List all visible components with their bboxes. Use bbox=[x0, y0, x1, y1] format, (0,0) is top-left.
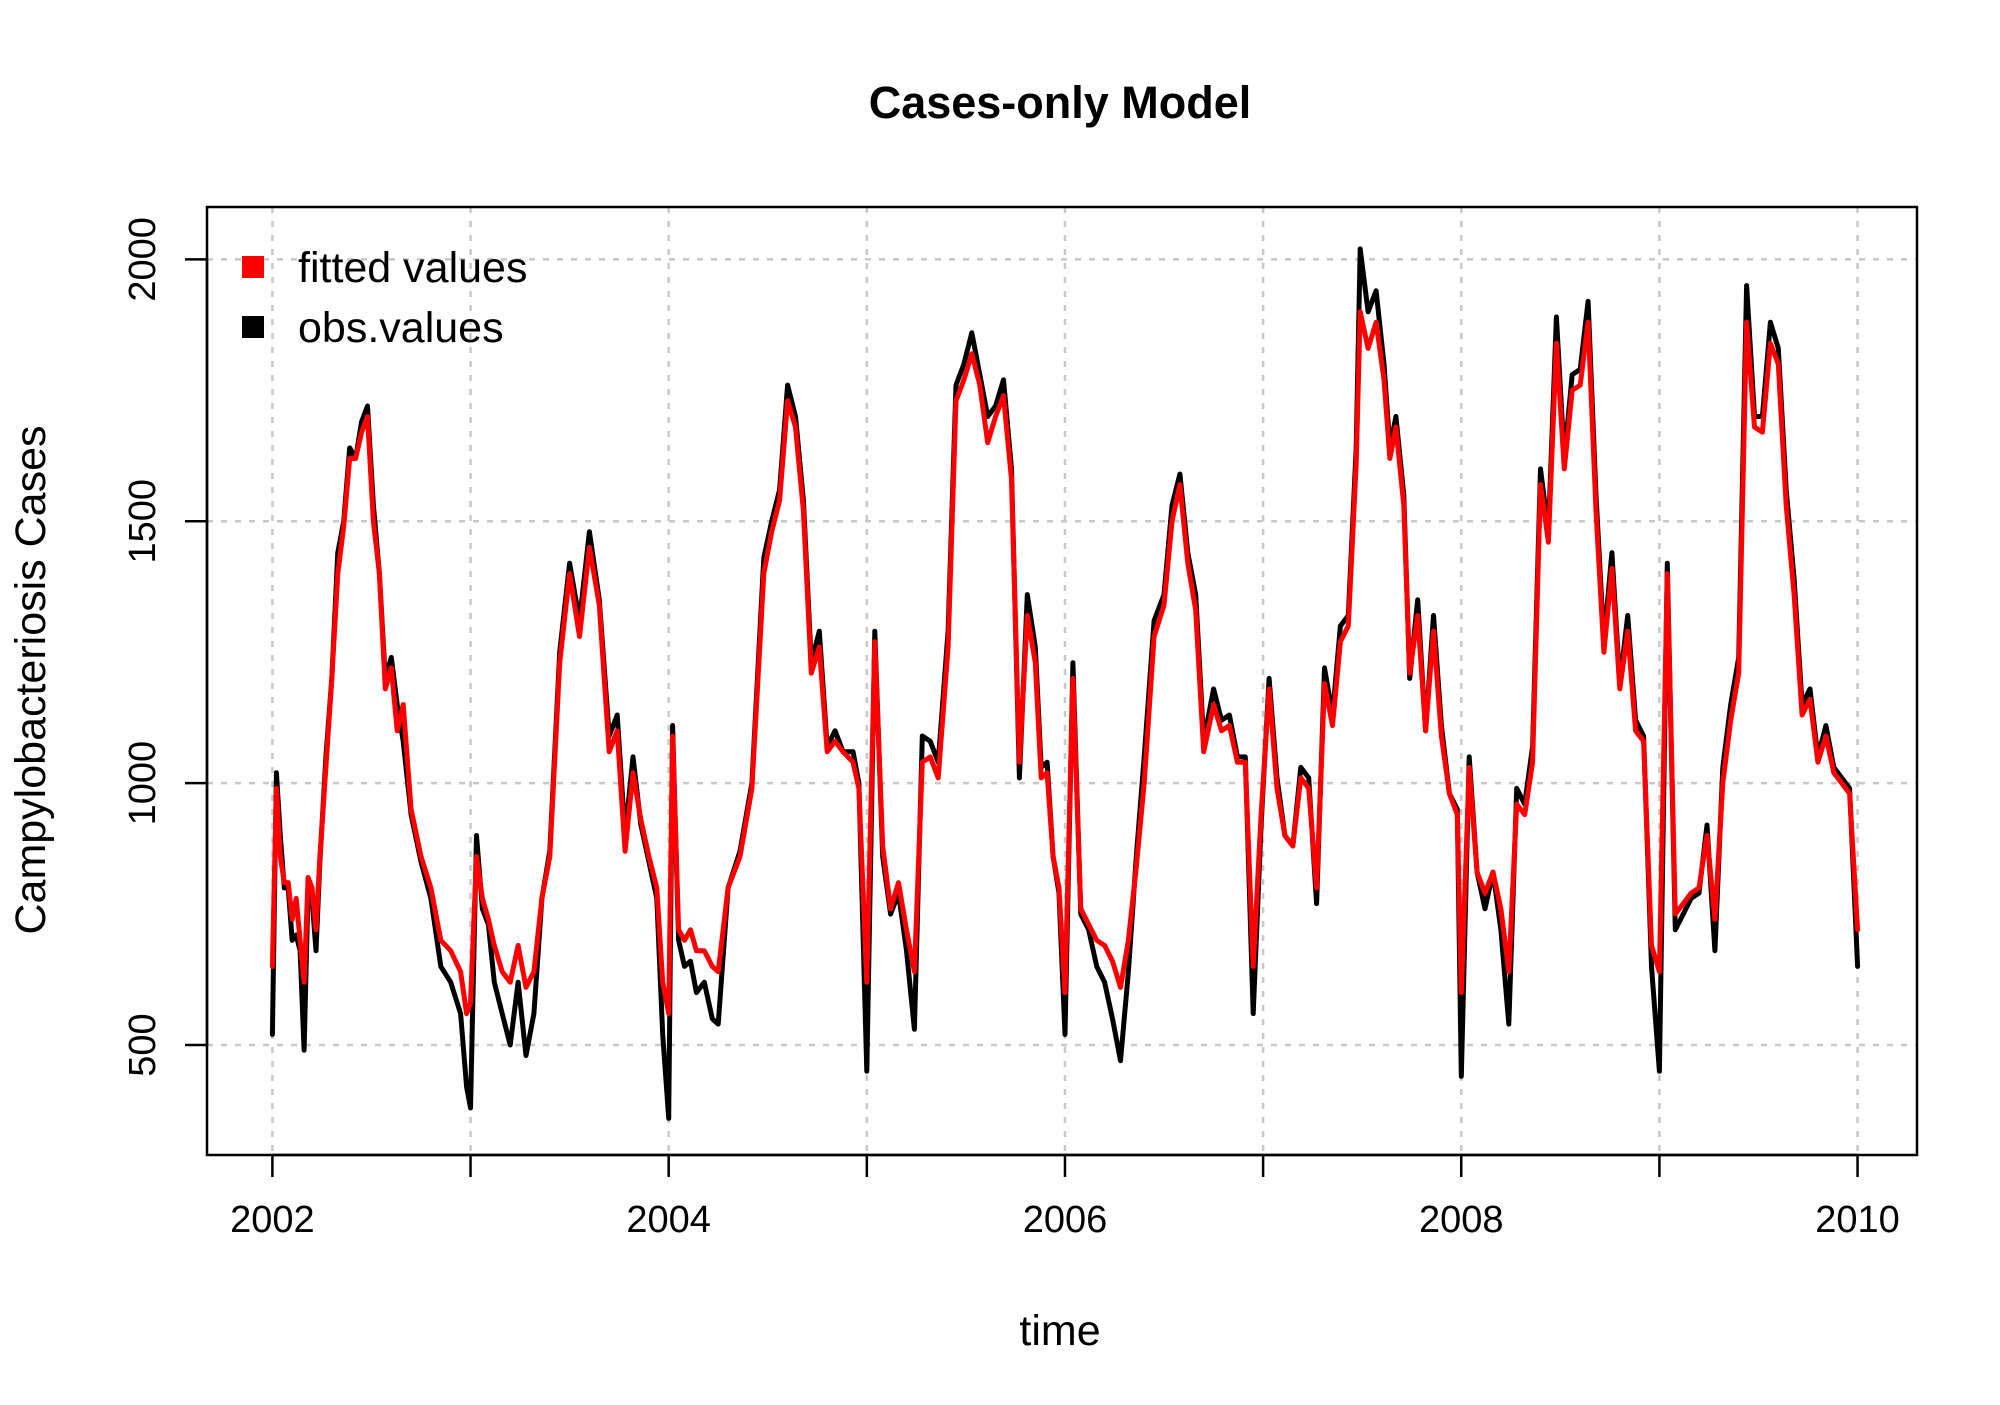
legend: fitted values obs.values bbox=[242, 244, 527, 352]
gridlines bbox=[207, 207, 1917, 1155]
x-axis-label: time bbox=[1019, 1307, 1100, 1355]
x-tick-label: 2002 bbox=[230, 1199, 315, 1241]
chart-title: Cases-only Model bbox=[869, 77, 1252, 128]
legend-label: fitted values bbox=[298, 244, 527, 292]
y-tick-label: 500 bbox=[122, 1013, 164, 1076]
axes: 2002 2004 2006 2008 2010 500 1000 1500 2000 bbox=[122, 217, 1900, 1241]
y-tick-label: 1000 bbox=[122, 741, 164, 826]
legend-swatch bbox=[242, 256, 264, 278]
legend-swatch bbox=[242, 316, 264, 338]
x-tick-label: 2006 bbox=[1023, 1199, 1108, 1241]
y-tick-label: 1500 bbox=[122, 479, 164, 564]
x-tick-label: 2010 bbox=[1815, 1199, 1900, 1241]
series-lines bbox=[269, 246, 1861, 1121]
x-tick-label: 2004 bbox=[626, 1199, 711, 1241]
y-tick-label: 2000 bbox=[122, 217, 164, 302]
series-line-fitted-values bbox=[269, 309, 1861, 1017]
legend-label: obs.values bbox=[298, 304, 504, 352]
y-axis-label: Campylobacteriosis Cases bbox=[7, 425, 55, 934]
x-tick-label: 2008 bbox=[1419, 1199, 1504, 1241]
